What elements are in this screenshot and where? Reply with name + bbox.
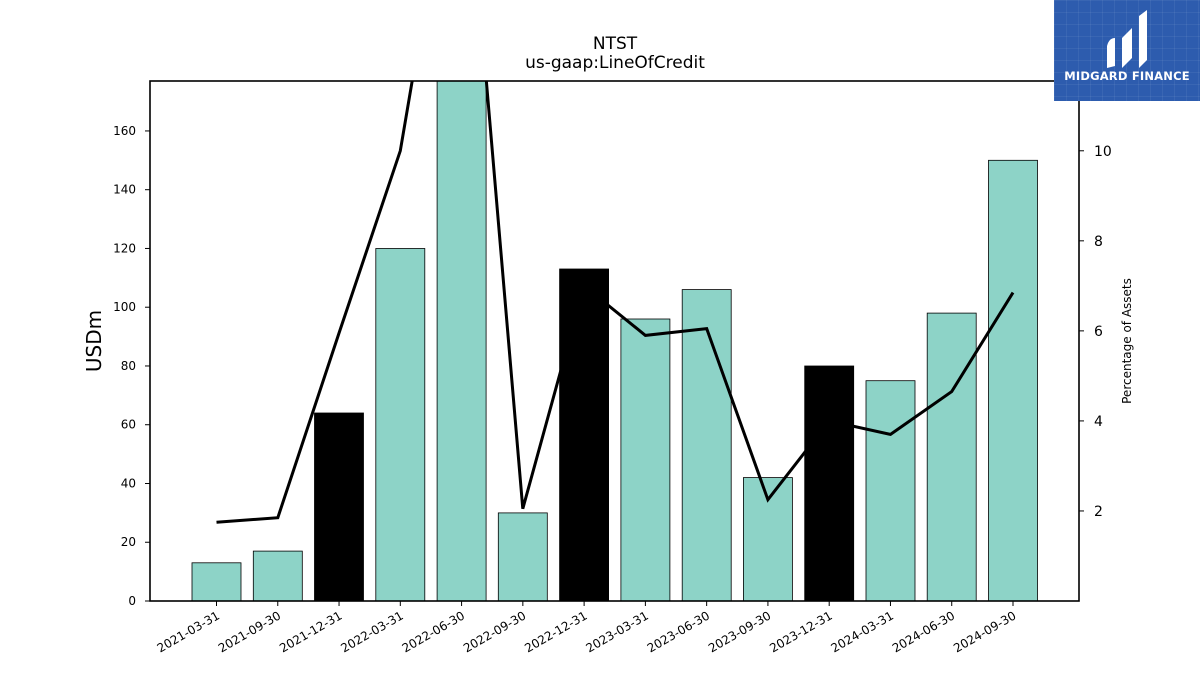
bar-2023-12-31 — [804, 365, 855, 601]
x-tick-label: 2024-06-30 — [890, 608, 957, 655]
y-tick-label: 20 — [121, 535, 136, 549]
chart-subtitle: us-gaap:LineOfCredit — [525, 53, 705, 73]
y-tick-label: 0 — [128, 594, 136, 608]
y-tick-label: 120 — [113, 241, 136, 255]
x-tick-label: 2023-12-31 — [767, 608, 834, 655]
logo-text: MIDGARD FINANCE — [1064, 69, 1190, 83]
x-tick-label: 2022-06-30 — [400, 608, 467, 655]
x-tick-label: 2024-09-30 — [951, 608, 1018, 655]
x-tick-label: 2022-03-31 — [338, 608, 405, 655]
bar-2022-12-31 — [559, 268, 609, 601]
plot-content — [191, 81, 1038, 601]
y-tick-label: 140 — [113, 183, 136, 197]
x-tick-label: 2022-09-30 — [461, 608, 528, 655]
y-axis-label: USDm — [82, 310, 106, 372]
bar-2024-06-30 — [926, 312, 977, 601]
chart-title: NTST — [593, 34, 638, 54]
bar-2022-09-30 — [497, 512, 548, 601]
bar-2021-12-31 — [314, 412, 364, 601]
x-tick-label: 2021-09-30 — [216, 608, 283, 655]
y2-tick-label: 8 — [1094, 234, 1103, 250]
y-tick-label: 80 — [121, 359, 136, 373]
x-tick-label: 2023-06-30 — [645, 608, 712, 655]
y2-axis-label: Percentage of Assets — [1120, 278, 1134, 404]
logo-mark-icon — [1107, 10, 1147, 68]
bar-2021-03-31 — [191, 562, 242, 601]
bar-2024-09-30 — [988, 159, 1038, 601]
bar-2022-03-31 — [375, 248, 426, 601]
y2-tick-label: 10 — [1094, 144, 1112, 160]
y-tick-label: 40 — [121, 476, 136, 490]
plot-area: 0204060801001201401602468102021-03-31202… — [113, 80, 1112, 655]
bar-2022-06-30 — [436, 81, 487, 601]
y2-tick-label: 4 — [1094, 414, 1103, 430]
midgard-finance-logo: MIDGARD FINANCE — [1054, 0, 1200, 101]
x-tick-label: 2021-12-31 — [277, 608, 344, 655]
plot-frame — [149, 80, 1080, 602]
bar-2024-03-31 — [865, 380, 916, 601]
x-tick-label: 2023-03-31 — [583, 608, 650, 655]
bar-2023-03-31 — [620, 318, 671, 601]
x-tick-label: 2021-03-31 — [155, 608, 222, 655]
bar-2023-06-30 — [681, 289, 732, 601]
y2-tick-label: 2 — [1094, 504, 1103, 520]
x-tick-label: 2022-12-31 — [522, 608, 589, 655]
y-tick-label: 60 — [121, 418, 136, 432]
y-tick-label: 100 — [113, 300, 136, 314]
x-tick-label: 2023-09-30 — [706, 608, 773, 655]
y2-tick-label: 6 — [1094, 324, 1103, 340]
bar-2021-09-30 — [252, 550, 303, 601]
y-tick-label: 160 — [113, 124, 136, 138]
x-tick-label: 2024-03-31 — [829, 608, 896, 655]
percentage-line — [216, 81, 1015, 524]
